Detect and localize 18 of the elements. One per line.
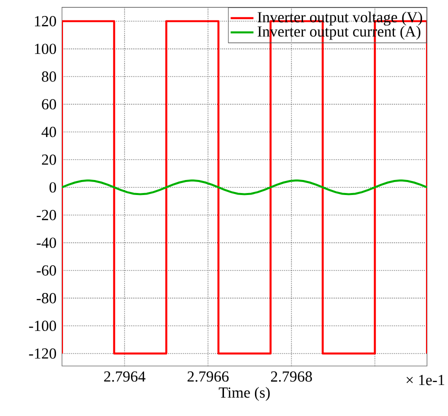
y-tick-label: 0 bbox=[50, 182, 56, 193]
y-tick-label: 20 bbox=[42, 154, 56, 165]
x-tick-label: 2.7968 bbox=[271, 371, 312, 382]
y-tick-label: -40 bbox=[36, 238, 56, 248]
y-tick-label: -120 bbox=[29, 348, 56, 359]
y-tick-label: 60 bbox=[42, 99, 56, 110]
y-tick-label: -20 bbox=[36, 210, 56, 220]
x-tick-label: 2.7964 bbox=[104, 371, 146, 382]
x-tick-label: 2.7966 bbox=[188, 371, 229, 382]
y-tick-label: 120 bbox=[34, 16, 56, 26]
y-tick-label: 40 bbox=[42, 126, 56, 138]
y-tick-label: 100 bbox=[34, 44, 56, 54]
text: × 1e-1 bbox=[406, 374, 444, 386]
y-tick-label: -80 bbox=[36, 292, 56, 304]
y-tick-label: 80 bbox=[42, 71, 56, 82]
y-tick-label: -60 bbox=[36, 265, 56, 276]
y-tick-label: -100 bbox=[29, 320, 56, 332]
x-axis-title: Time (s) bbox=[218, 386, 270, 401]
